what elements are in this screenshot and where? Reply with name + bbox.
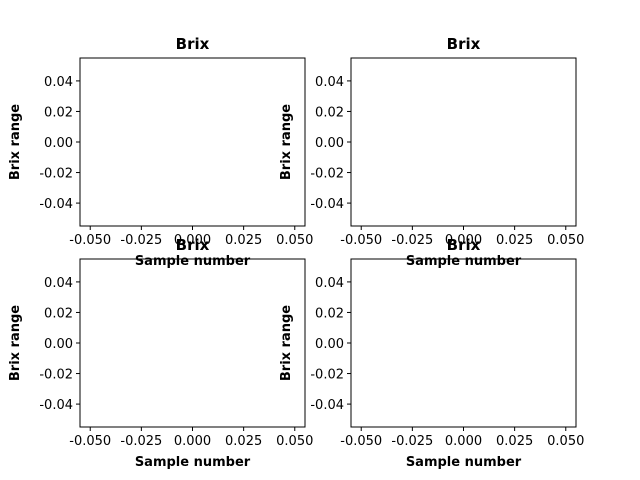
y-tick-label: -0.02 [310, 368, 344, 383]
y-tick-label: 0.04 [44, 75, 73, 90]
plot-frame [79, 57, 306, 227]
y-tick-label: -0.02 [39, 368, 73, 383]
subplot-4: -0.050 -0.025 0.000 0.025 0.050 0.04 0.02 0.00 -… [279, 236, 584, 470]
chart-title: Brix [176, 236, 210, 254]
y-tick-label: 0.00 [315, 136, 344, 151]
x-tick-label: 0.050 [547, 434, 584, 449]
y-tick-label: 0.02 [315, 306, 344, 321]
x-tick-label: 0.025 [496, 233, 533, 248]
x-tick-label: -0.050 [69, 434, 111, 449]
y-tick-label: 0.00 [44, 337, 73, 352]
x-tick-label: -0.025 [391, 434, 433, 449]
x-tick-label: -0.050 [340, 233, 382, 248]
x-tick-label: -0.025 [120, 434, 162, 449]
y-tick-label: -0.04 [39, 197, 73, 212]
x-tick-label: -0.025 [120, 233, 162, 248]
x-tick-label: 0.025 [225, 434, 262, 449]
subplot-1: -0.050 -0.025 0.000 0.025 0.050 0.04 0.02 0.00 -… [8, 35, 313, 269]
x-axis-label: Sample number [135, 254, 251, 269]
chart-title: Brix [447, 236, 481, 254]
x-tick-label: 0.000 [445, 233, 482, 248]
x-axis-label: Sample number [406, 254, 522, 269]
plot-frame [79, 258, 306, 428]
x-tick-label: 0.050 [276, 434, 313, 449]
x-axis-label: Sample number [135, 455, 251, 470]
y-tick-label: -0.02 [310, 167, 344, 182]
y-tick-label: 0.02 [315, 105, 344, 120]
y-tick-label: 0.04 [315, 276, 344, 291]
chart-title: Brix [176, 35, 210, 53]
x-tick-label: 0.000 [174, 233, 211, 248]
y-tick-label: -0.04 [310, 398, 344, 413]
x-tick-label: -0.050 [69, 233, 111, 248]
y-tick-label: -0.04 [310, 197, 344, 212]
x-tick-label: -0.025 [391, 233, 433, 248]
x-tick-label: 0.000 [174, 434, 211, 449]
y-tick-label: 0.00 [315, 337, 344, 352]
subplot-2: -0.050 -0.025 0.000 0.025 0.050 0.04 0.02 0.00 -… [279, 35, 584, 269]
y-tick-label: -0.04 [39, 398, 73, 413]
x-tick-label: 0.050 [276, 233, 313, 248]
y-tick-label: -0.02 [39, 167, 73, 182]
x-axis-label: Sample number [406, 455, 522, 470]
x-tick-label: -0.050 [340, 434, 382, 449]
plot-frame [350, 57, 577, 227]
subplot-3: -0.050 -0.025 0.000 0.025 0.050 0.04 0.02 0.00 -… [8, 236, 313, 470]
y-axis-label: Brix range [8, 305, 23, 381]
chart-title: Brix [447, 35, 481, 53]
y-axis-label: Brix range [279, 305, 294, 381]
y-tick-label: 0.04 [315, 75, 344, 90]
y-tick-label: 0.02 [44, 306, 73, 321]
y-tick-label: 0.04 [44, 276, 73, 291]
y-axis-label: Brix range [279, 104, 294, 180]
x-tick-label: 0.000 [445, 434, 482, 449]
y-axis-label: Brix range [8, 104, 23, 180]
plot-frame [350, 258, 577, 428]
y-tick-label: 0.00 [44, 136, 73, 151]
x-tick-label: 0.025 [496, 434, 533, 449]
x-tick-label: 0.050 [547, 233, 584, 248]
x-tick-label: 0.025 [225, 233, 262, 248]
y-tick-label: 0.02 [44, 105, 73, 120]
